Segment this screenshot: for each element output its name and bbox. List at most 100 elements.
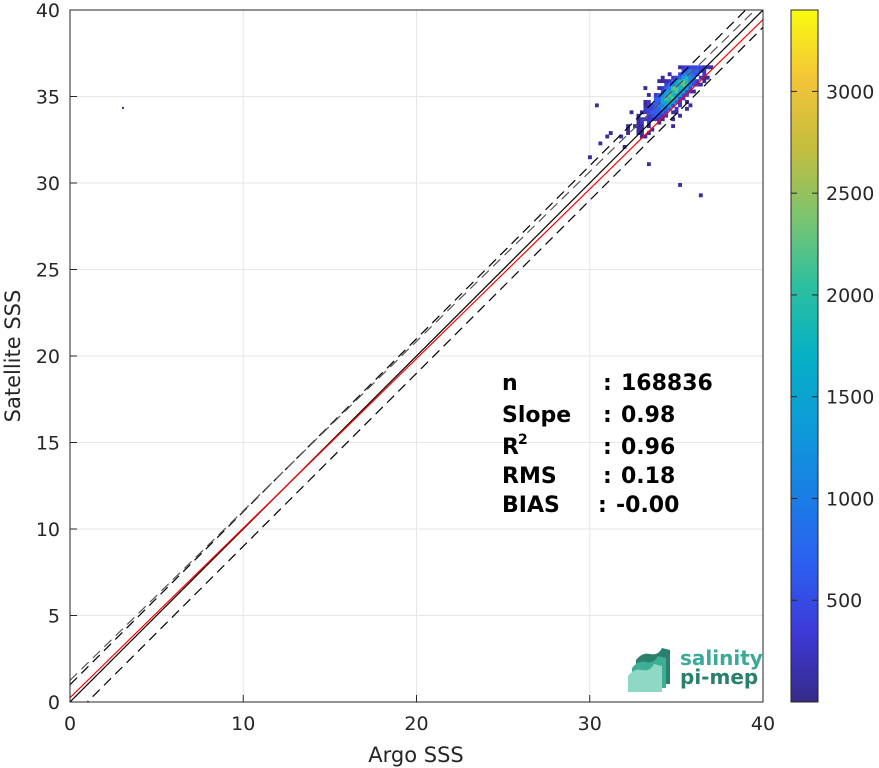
- density-cell: [643, 86, 648, 90]
- density-cell: [685, 82, 689, 87]
- density-cell: [650, 103, 655, 108]
- density-cell: [688, 75, 693, 80]
- density-cell: [678, 89, 682, 94]
- density-cell: [643, 134, 648, 139]
- density-cell: [660, 110, 665, 115]
- density-cell: [678, 82, 682, 87]
- density-cell: [626, 127, 630, 132]
- density-cell: [664, 86, 669, 90]
- density-cell: [681, 75, 686, 80]
- density-cell: [650, 127, 655, 132]
- stat-value: -0.00: [616, 493, 679, 518]
- density-cell: [667, 103, 672, 108]
- density-cell: [685, 99, 689, 104]
- x-axis-title: Argo SSS: [368, 743, 463, 767]
- stat-separator: :: [598, 493, 607, 518]
- density-cell: [646, 117, 651, 122]
- stat-key: Slope: [502, 403, 571, 428]
- density-cell: [657, 99, 662, 104]
- density-cell: [643, 99, 648, 104]
- density-cell: [643, 103, 648, 108]
- density-cell: [698, 75, 703, 80]
- density-cell: [643, 117, 648, 122]
- density-cell: [695, 82, 700, 87]
- y-tick-label: 5: [48, 606, 60, 628]
- stat-value: 168836: [621, 371, 713, 396]
- density-cell: [671, 75, 676, 80]
- colorbar-tick-label: 1500: [826, 387, 874, 409]
- density-cell: [674, 93, 679, 97]
- density-cell: [691, 68, 696, 73]
- density-cell: [667, 82, 672, 87]
- density-cell: [643, 106, 648, 111]
- density-cell: [695, 65, 700, 70]
- density-cell: [667, 96, 672, 101]
- density-cell: [646, 103, 651, 108]
- density-cell: [664, 103, 669, 108]
- density-cell: [588, 155, 592, 160]
- density-cell: [681, 79, 686, 84]
- density-cell: [674, 86, 679, 90]
- density-cell: [674, 106, 679, 111]
- density-cell: [702, 79, 707, 84]
- density-cell: [660, 113, 665, 118]
- density-cell: [622, 144, 627, 149]
- density-cell: [667, 79, 672, 84]
- x-tick-label: 10: [231, 713, 255, 735]
- density-cell: [626, 124, 630, 129]
- density-cell: [685, 79, 689, 84]
- density-cell: [646, 162, 651, 167]
- density-cell: [681, 65, 686, 70]
- density-cell: [674, 75, 679, 80]
- density-cell: [664, 113, 669, 118]
- density-cell: [688, 72, 693, 77]
- density-cell: [671, 79, 676, 84]
- stat-value: 0.98: [621, 403, 675, 428]
- density-cell: [646, 131, 651, 135]
- density-cell: [657, 96, 662, 101]
- density-cell: [678, 183, 682, 187]
- logo-line-2: pi-mep: [680, 665, 758, 689]
- density-cell: [671, 86, 676, 90]
- reference-lines: [70, 10, 763, 702]
- logo-line-1: salinity: [680, 646, 763, 670]
- density-cell: [657, 117, 662, 122]
- density-cell: [636, 120, 641, 125]
- y-axis-title: Satellite SSS: [1, 290, 25, 423]
- density-cell: [653, 110, 658, 115]
- y-tick-label: 30: [36, 173, 60, 195]
- stat-key: n: [502, 371, 518, 396]
- density-cell: [667, 93, 672, 97]
- density-cell: [685, 86, 689, 90]
- density-cell: [691, 72, 696, 77]
- density-cell: [636, 131, 641, 135]
- density-cell: [685, 89, 689, 94]
- density-cell: [639, 120, 644, 125]
- density-cell: [660, 89, 665, 94]
- regression-line: [70, 19, 763, 699]
- density-cell: [688, 89, 693, 94]
- density-cell: [660, 117, 665, 122]
- density-cell: [685, 68, 689, 73]
- density-cell: [685, 72, 689, 77]
- density-cell: [695, 79, 700, 84]
- colorbar-tick-label: 3000: [826, 81, 874, 103]
- density-cell: [653, 103, 658, 108]
- density-cell: [678, 65, 682, 70]
- density-cell: [643, 110, 648, 115]
- density-cell: [653, 113, 658, 118]
- salinity-pi-mep-logo: salinity pi-mep: [628, 646, 763, 692]
- stat-key-superscript: 2: [518, 432, 528, 448]
- density-cell: [633, 124, 637, 129]
- density-cell: [664, 96, 669, 101]
- density-cell: [671, 117, 676, 122]
- colorbar-tick-label: 2500: [826, 183, 874, 205]
- outlier-point: [121, 106, 124, 109]
- density-cell: [653, 93, 658, 97]
- density-cell: [646, 113, 651, 118]
- density-cell: [664, 79, 669, 84]
- density-cell: [646, 120, 651, 125]
- stat-separator: :: [603, 371, 612, 396]
- density-cell: [664, 93, 669, 97]
